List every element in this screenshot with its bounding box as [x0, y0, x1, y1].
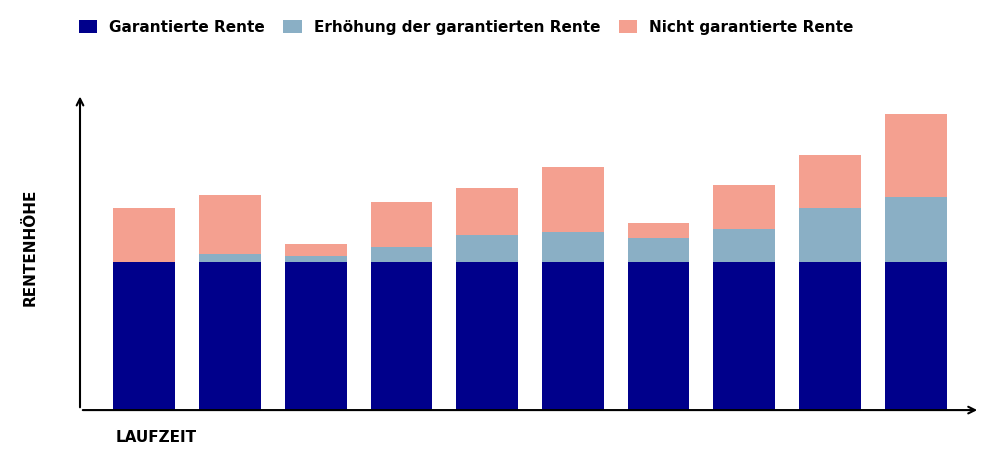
- Bar: [542, 262, 604, 410]
- Bar: [456, 188, 518, 235]
- Text: RENTENHÖHE: RENTENHÖHE: [23, 188, 38, 306]
- Bar: [371, 203, 432, 247]
- Bar: [371, 262, 432, 410]
- Text: LAUFZEIT: LAUFZEIT: [116, 430, 197, 445]
- Bar: [885, 197, 947, 262]
- Bar: [713, 185, 775, 229]
- Bar: [285, 262, 347, 410]
- Bar: [199, 254, 261, 262]
- Legend: Garantierte Rente, Erhöhung der garantierten Rente, Nicht garantierte Rente: Garantierte Rente, Erhöhung der garantie…: [79, 20, 854, 35]
- Bar: [371, 247, 432, 262]
- Bar: [713, 262, 775, 410]
- Bar: [885, 114, 947, 197]
- Bar: [542, 232, 604, 262]
- Bar: [456, 235, 518, 262]
- Bar: [285, 256, 347, 262]
- Bar: [456, 262, 518, 410]
- Bar: [885, 262, 947, 410]
- Bar: [799, 208, 861, 262]
- Bar: [713, 229, 775, 262]
- Bar: [628, 238, 689, 262]
- Bar: [628, 262, 689, 410]
- Bar: [285, 244, 347, 256]
- Bar: [113, 208, 175, 262]
- Bar: [113, 262, 175, 410]
- Bar: [199, 195, 261, 254]
- Bar: [799, 262, 861, 410]
- Bar: [542, 167, 604, 232]
- Bar: [799, 155, 861, 208]
- Bar: [628, 223, 689, 238]
- Bar: [199, 262, 261, 410]
